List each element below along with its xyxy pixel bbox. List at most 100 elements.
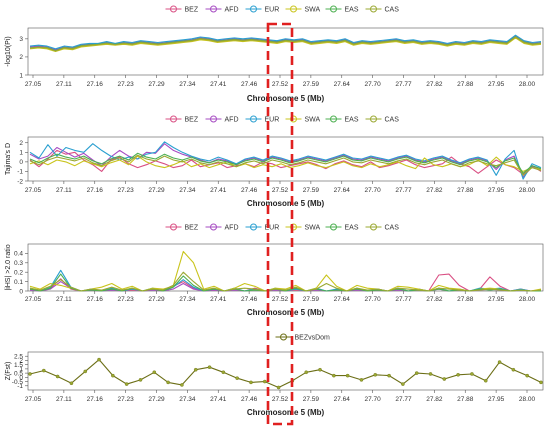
data-point-bezvsdom — [193, 367, 198, 372]
x-tick-label: 27.11 — [56, 296, 72, 303]
data-point-bezvsdom — [180, 383, 184, 387]
data-point-bezvsdom — [262, 379, 267, 384]
data-point-bezvsdom — [332, 373, 336, 378]
data-point-bezvsdom — [539, 380, 543, 385]
data-point-bezvsdom — [207, 365, 212, 370]
data-point-bezvsdom — [470, 372, 474, 376]
series-line-cas — [29, 36, 542, 52]
data-point-bezvsdom — [359, 378, 364, 382]
series-line-eas — [29, 152, 542, 174]
data-point-bezvsdom — [249, 380, 253, 385]
x-axis-title: Chromosome 5 (Mb) — [247, 308, 325, 317]
x-tick-label: 27.23 — [117, 296, 134, 303]
x-tick-label: 27.70 — [364, 81, 381, 88]
x-tick-label: 27.46 — [241, 81, 258, 88]
series-line-eas — [29, 273, 541, 292]
x-tick-label: 27.77 — [395, 396, 412, 403]
x-tick-label: 27.82 — [426, 187, 443, 194]
x-tick-label: 28.00 — [519, 296, 536, 303]
x-tick-label: 27.52 — [272, 296, 289, 303]
x-tick-label: 27.46 — [241, 187, 258, 194]
x-tick-label: 27.34 — [179, 187, 196, 194]
x-tick-label: 27.41 — [210, 396, 227, 403]
x-tick-label: 27.59 — [303, 187, 320, 194]
legend-marker-afd — [210, 115, 217, 123]
x-tick-label: 27.11 — [56, 396, 72, 403]
legend: BEZvsDom — [275, 333, 330, 342]
legend-marker-eur — [250, 223, 257, 231]
data-point-bezvsdom — [152, 370, 157, 375]
chart-panel-1: 1 2 3 -log10(Pi) 27.05 27.11 27.16 27.23 27.29 27… — [5, 5, 544, 103]
x-tick-label: 27.41 — [210, 187, 227, 194]
y-tick-label: 3 — [19, 36, 23, 43]
series-line-swa — [29, 250, 542, 292]
series-line-bezvsdom — [29, 359, 542, 389]
x-tick-label: 27.34 — [179, 396, 196, 403]
x-tick-label: 27.82 — [426, 81, 443, 88]
y-tick-label: 0 — [19, 159, 23, 166]
legend-label-bez: BEZ — [185, 117, 199, 124]
plot-frame — [27, 136, 544, 182]
x-tick-label: 27.88 — [457, 396, 474, 403]
x-tick-label: 27.05 — [25, 81, 42, 88]
legend: BEZ AFD EUR SWA EAS CAS — [165, 115, 400, 124]
data-point-bezvsdom — [42, 368, 46, 373]
x-tick-label: 27.29 — [148, 296, 165, 303]
x-tick-label: 27.82 — [426, 396, 443, 403]
x-tick-label: 27.16 — [87, 296, 104, 303]
series-line-afd — [29, 143, 542, 178]
data-point-bezvsdom — [401, 382, 405, 386]
y-tick-label: 1 — [19, 150, 23, 157]
series-line-cas — [29, 271, 542, 292]
x-tick-label: 27.88 — [457, 81, 474, 88]
data-point-bezvsdom — [138, 378, 143, 382]
x-tick-label: 28.00 — [519, 396, 536, 403]
x-tick-label: 27.34 — [179, 296, 196, 303]
legend-marker-afd — [210, 223, 217, 231]
data-point-bezvsdom — [442, 377, 447, 381]
x-tick-label: 27.70 — [364, 187, 381, 194]
chart-panel-2: -2 -1 0 1 2 Tajima's D 27.05 27.11 27.16 27.23 27.… — [5, 115, 544, 208]
legend-marker-bezvsdom — [280, 333, 287, 341]
legend-marker-bez — [170, 5, 177, 13]
x-tick-label: 27.16 — [87, 187, 104, 194]
data-point-bezvsdom — [83, 369, 88, 374]
legend-label-cas: CAS — [385, 7, 400, 14]
data-point-bezvsdom — [456, 372, 460, 377]
data-point-bezvsdom — [221, 370, 226, 375]
legend-marker-cas — [370, 115, 377, 123]
legend-label-eur: EUR — [265, 117, 280, 124]
data-point-bezvsdom — [111, 373, 115, 378]
legend-label-cas: CAS — [385, 117, 400, 124]
y-tick-label: 0.5 — [14, 370, 23, 377]
y-tick-label: 0.1 — [14, 279, 23, 286]
x-tick-label: 27.64 — [334, 81, 351, 88]
chart-panel-4: -1-0.500.511.522.5Z(Fst) 27.05 27.11 27.16 2… — [5, 333, 544, 417]
x-tick-label: 27.23 — [117, 396, 134, 403]
legend: BEZ AFD EUR SWA EAS CAS — [165, 5, 400, 14]
y-tick-label: 0 — [19, 288, 23, 295]
x-tick-label: 27.52 — [272, 187, 289, 194]
x-tick-label: 27.95 — [488, 396, 505, 403]
legend-label-swa: SWA — [305, 7, 321, 14]
legend-marker-eas — [330, 115, 337, 123]
x-tick-label: 27.82 — [426, 296, 443, 303]
data-point-bezvsdom — [525, 373, 529, 378]
plot-frame — [27, 27, 544, 76]
x-tick-label: 27.11 — [56, 81, 72, 88]
plot-frame — [27, 243, 544, 292]
legend-marker-bez — [170, 115, 177, 123]
x-tick-label: 28.00 — [519, 81, 536, 88]
legend-label-eas: EAS — [345, 7, 359, 14]
legend-marker-eur — [250, 115, 257, 123]
legend-label-bez: BEZ — [185, 7, 199, 14]
x-tick-label: 27.64 — [334, 187, 351, 194]
y-tick-label: 0 — [19, 375, 23, 382]
legend-label-swa: SWA — [305, 225, 321, 232]
x-tick-label: 27.95 — [488, 296, 505, 303]
x-tick-label: 27.64 — [334, 296, 351, 303]
y-tick-label: 0.2 — [14, 270, 23, 277]
data-point-bezvsdom — [373, 372, 378, 377]
x-tick-label: 28.00 — [519, 187, 536, 194]
legend-marker-swa — [290, 5, 297, 13]
